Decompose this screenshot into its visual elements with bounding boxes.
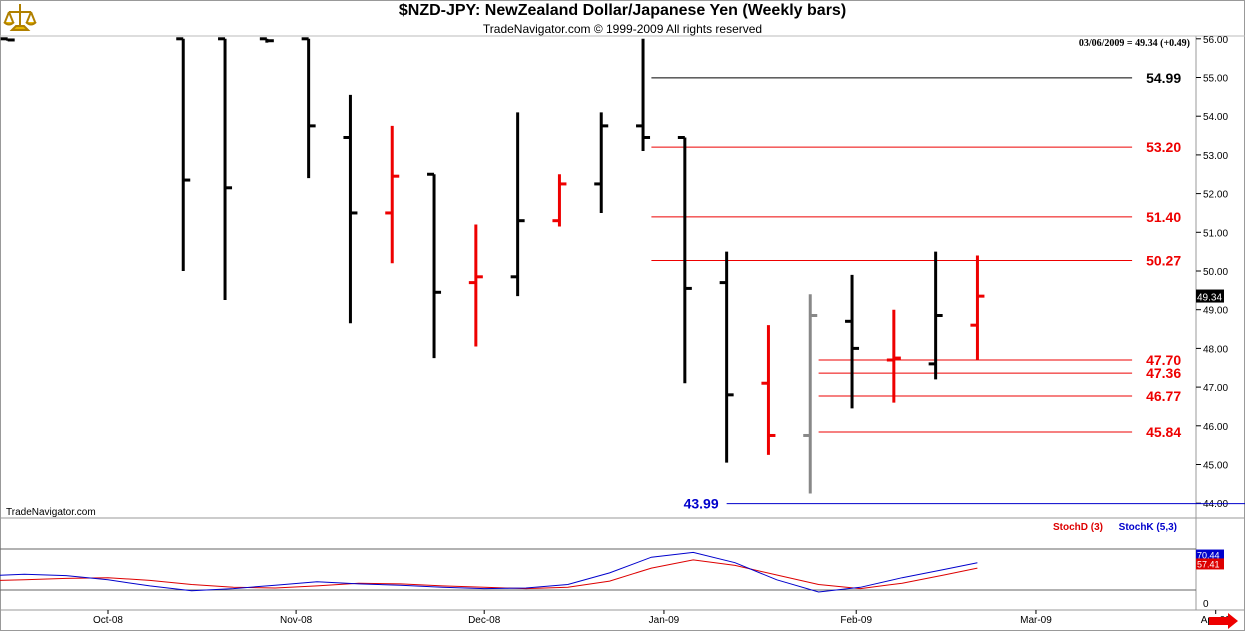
stoch-d-line <box>0 559 978 590</box>
ohlc-bar <box>0 37 15 42</box>
price-tick-label: 51.00 <box>1203 228 1228 239</box>
price-tick-label: 47.00 <box>1203 383 1228 394</box>
ohlc-bar <box>343 94 358 324</box>
price-tick-label: 54.00 <box>1203 112 1228 123</box>
legend-stoch-d: StochD (3) <box>1053 522 1103 533</box>
price-tick-label: 50.00 <box>1203 267 1228 278</box>
level-label: 50.27 <box>1146 253 1181 269</box>
price-tick-label: 49.00 <box>1203 306 1228 317</box>
watermark: TradeNavigator.com <box>6 507 96 518</box>
ohlc-bar <box>636 38 651 152</box>
price-bars <box>0 37 985 494</box>
date-tick-label: Mar-09 <box>1020 615 1052 626</box>
right-arrow-icon[interactable] <box>1209 613 1238 629</box>
price-tick-label: 56.00 <box>1203 35 1228 46</box>
ohlc-bar <box>928 251 943 380</box>
last-price-tag: 49.34 <box>1196 289 1224 304</box>
ohlc-bar <box>510 112 525 297</box>
last-price-value: 49.34 <box>1197 293 1222 304</box>
level-label: 54.99 <box>1146 70 1181 86</box>
ohlc-bar <box>385 125 400 264</box>
ohlc-bar <box>218 37 233 301</box>
stoch-k-line <box>0 551 978 593</box>
stoch-d-tag: 57.41 <box>1196 558 1224 570</box>
ohlc-bar <box>594 112 609 213</box>
level-label: 46.77 <box>1146 388 1181 404</box>
stoch-tick-label: 0 <box>1203 599 1209 610</box>
stochastic-panel: 0 <box>0 548 1209 610</box>
level-label: 51.40 <box>1146 209 1181 225</box>
level-label: 43.99 <box>684 496 719 512</box>
stoch-k-tag: 70.44 <box>1196 549 1224 561</box>
price-tick-label: 53.00 <box>1203 151 1228 162</box>
ohlc-bar <box>468 224 483 347</box>
stoch-k-value: 70.44 <box>1197 551 1220 561</box>
ohlc-bar <box>886 309 901 403</box>
price-tick-label: 48.00 <box>1203 344 1228 355</box>
date-tick-label: Nov-08 <box>280 615 313 626</box>
price-tick-label: 52.00 <box>1203 190 1228 201</box>
chart-title: $NZD-JPY: NewZealand Dollar/Japanese Yen… <box>398 2 847 19</box>
ohlc-bar <box>845 274 860 409</box>
level-label: 47.36 <box>1146 365 1181 381</box>
ohlc-bar <box>176 37 191 271</box>
date-tick-label: Jan-09 <box>649 615 680 626</box>
date-tick-label: Feb-09 <box>840 615 872 626</box>
price-axis: 44.00 45.00 46.00 47.00 48.00 49.00 50.00 51.00… <box>1196 35 1228 510</box>
price-tick-label: 45.00 <box>1203 461 1228 472</box>
chart-subtitle: TradeNavigator.com © 1999-2009 All right… <box>482 22 763 36</box>
date-tick-label: Dec-08 <box>468 615 501 626</box>
ohlc-bar <box>719 251 734 463</box>
ohlc-bar <box>970 255 985 361</box>
ohlc-bar <box>803 294 818 494</box>
ohlc-bar <box>301 37 316 179</box>
ohlc-bar <box>259 37 274 43</box>
ohlc-bar <box>677 135 692 384</box>
level-label: 45.84 <box>1146 424 1181 440</box>
ohlc-bar <box>552 174 567 227</box>
price-tick-label: 44.00 <box>1203 499 1228 510</box>
date-tick-label: Oct-08 <box>93 615 123 626</box>
stoch-d-value: 57.41 <box>1197 559 1220 569</box>
ohlc-bar <box>427 172 442 359</box>
scales-logo-icon <box>3 4 37 31</box>
legend-stoch-k: StochK (5,3) <box>1119 522 1177 533</box>
level-label: 47.70 <box>1146 352 1181 368</box>
price-tick-label: 46.00 <box>1203 422 1228 433</box>
ohlc-bar <box>761 325 776 455</box>
price-tick-label: 55.00 <box>1203 74 1228 85</box>
last-quote: 03/06/2009 = 49.34 (+0.49) <box>1079 38 1190 49</box>
level-label: 53.20 <box>1146 139 1181 155</box>
